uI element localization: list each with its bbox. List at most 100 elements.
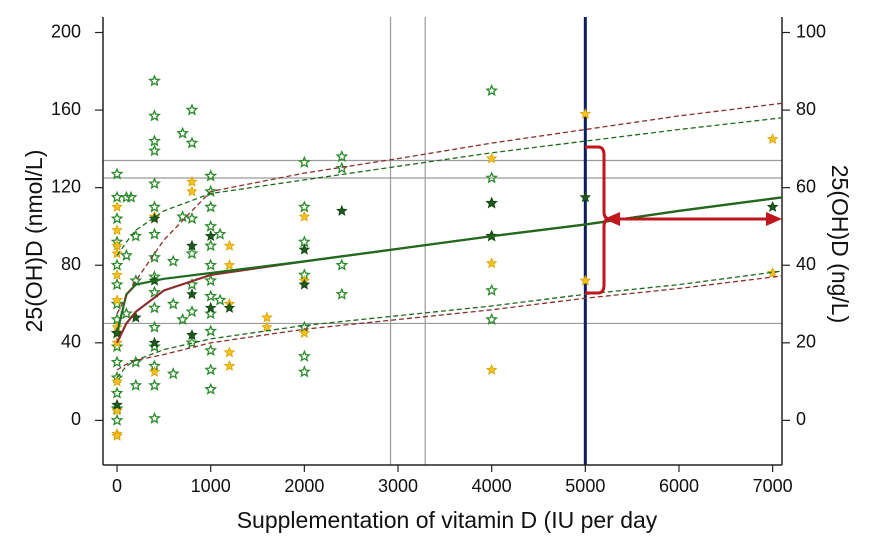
y2-tick-label: 20 — [796, 332, 816, 352]
point — [148, 285, 161, 298]
point — [261, 311, 273, 323]
point — [485, 197, 498, 209]
point — [111, 294, 123, 306]
x-tick-label: 7000 — [753, 476, 793, 496]
point — [111, 224, 123, 236]
y2-tick-label: 0 — [796, 409, 806, 429]
point — [110, 340, 124, 353]
point — [148, 378, 161, 391]
point — [766, 133, 779, 145]
point — [204, 239, 218, 252]
point — [166, 367, 180, 380]
point — [129, 378, 143, 391]
point — [485, 363, 498, 375]
y2-tick-label: 100 — [796, 21, 826, 41]
point — [148, 250, 161, 263]
point — [297, 349, 311, 362]
point — [129, 274, 143, 287]
fit-line — [116, 117, 783, 256]
point — [185, 336, 199, 349]
y-tick-label: 160 — [51, 99, 81, 119]
point — [120, 248, 133, 261]
point — [223, 301, 236, 313]
y-tick-label: 80 — [61, 254, 81, 274]
point — [129, 355, 143, 368]
point — [579, 191, 592, 203]
point — [204, 258, 218, 271]
x-tick-label: 1000 — [191, 476, 231, 496]
point — [148, 365, 161, 377]
x-tick-label: 2000 — [284, 476, 324, 496]
point — [110, 258, 124, 271]
point — [111, 398, 123, 410]
point — [166, 297, 180, 310]
point — [148, 144, 161, 157]
point — [148, 74, 161, 87]
point — [148, 177, 161, 190]
point — [485, 257, 498, 269]
point — [579, 107, 592, 119]
point — [148, 109, 161, 122]
point — [176, 126, 190, 139]
point — [148, 227, 161, 240]
point — [223, 259, 236, 271]
point — [335, 287, 349, 300]
point — [186, 175, 198, 187]
fit-line — [116, 270, 783, 379]
point — [111, 247, 123, 259]
point — [261, 321, 273, 333]
point — [110, 297, 124, 310]
fit-line — [116, 102, 783, 315]
point — [204, 169, 218, 182]
point — [485, 283, 499, 296]
point — [766, 201, 779, 212]
point — [110, 355, 124, 368]
arrow-head — [766, 212, 782, 226]
y2-tick-label: 80 — [796, 99, 816, 119]
point — [297, 155, 311, 168]
point — [111, 429, 123, 441]
point — [185, 305, 199, 318]
point — [110, 386, 124, 399]
point — [204, 301, 217, 313]
y-axis-title: 25(OH)D (nmol/L) — [21, 150, 47, 333]
point — [148, 301, 161, 314]
point — [166, 254, 180, 267]
point — [204, 274, 218, 287]
point — [110, 167, 124, 180]
point — [111, 375, 123, 387]
point — [111, 268, 123, 280]
x-tick-label: 3000 — [378, 476, 418, 496]
point — [110, 277, 124, 291]
point — [485, 152, 498, 164]
x-tick-label: 4000 — [472, 476, 512, 496]
point — [485, 84, 499, 97]
point — [148, 212, 161, 224]
point — [213, 227, 227, 240]
point — [186, 185, 198, 197]
point — [204, 289, 218, 302]
point — [204, 230, 217, 242]
x-tick-label: 5000 — [565, 476, 605, 496]
point — [185, 136, 199, 149]
point — [148, 320, 161, 333]
point — [335, 258, 349, 271]
point — [148, 411, 161, 424]
point — [111, 201, 123, 212]
annotation — [585, 145, 782, 295]
point — [110, 413, 124, 426]
point — [204, 382, 218, 395]
point — [186, 239, 198, 251]
point — [204, 306, 218, 320]
point — [335, 149, 349, 163]
x-tick-label: 6000 — [659, 476, 699, 496]
point — [185, 103, 199, 116]
point — [148, 339, 161, 353]
point — [204, 324, 218, 337]
arrow-head — [604, 212, 620, 226]
point — [298, 200, 311, 213]
point — [204, 363, 218, 376]
point — [148, 200, 161, 213]
